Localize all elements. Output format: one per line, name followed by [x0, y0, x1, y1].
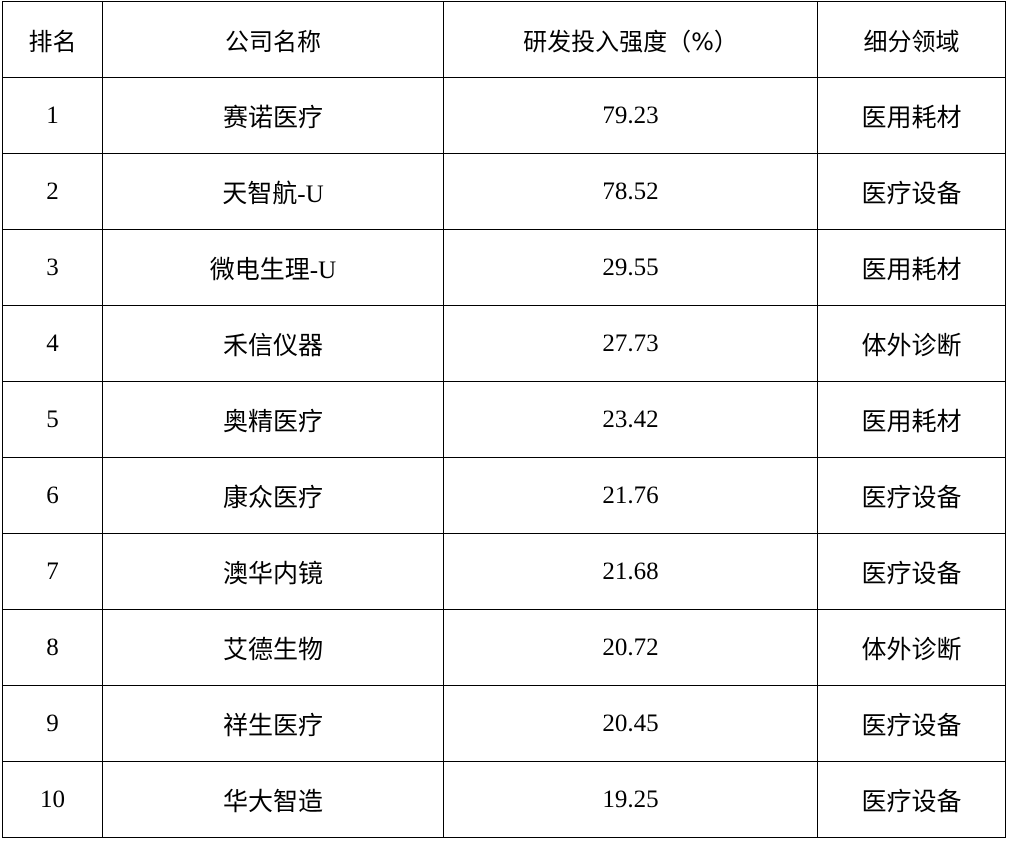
company-cell: 澳华内镜 — [102, 533, 444, 610]
segment-cell: 体外诊断 — [817, 609, 1006, 686]
rank-cell: 1 — [2, 77, 103, 154]
rank-cell: 2 — [2, 153, 103, 230]
rank-cell: 4 — [2, 305, 103, 382]
rd-intensity-cell: 21.68 — [443, 533, 818, 610]
table-row: 4 禾信仪器 27.73 体外诊断 — [2, 305, 1006, 382]
header-company: 公司名称 — [102, 1, 444, 78]
header-rank: 排名 — [2, 1, 103, 78]
company-cell: 艾德生物 — [102, 609, 444, 686]
segment-cell: 医用耗材 — [817, 381, 1006, 458]
company-cell: 祥生医疗 — [102, 685, 444, 762]
segment-cell: 医疗设备 — [817, 533, 1006, 610]
table-row: 10 华大智造 19.25 医疗设备 — [2, 761, 1006, 838]
segment-cell: 医疗设备 — [817, 685, 1006, 762]
table-row: 2 天智航-U 78.52 医疗设备 — [2, 153, 1006, 230]
segment-cell: 医用耗材 — [817, 229, 1006, 306]
rd-intensity-cell: 23.42 — [443, 381, 818, 458]
table-row: 8 艾德生物 20.72 体外诊断 — [2, 609, 1006, 686]
header-row: 排名 公司名称 研发投入强度（%） 细分领域 — [2, 1, 1006, 78]
company-cell: 禾信仪器 — [102, 305, 444, 382]
header-rd-intensity: 研发投入强度（%） — [443, 1, 818, 78]
rd-intensity-cell: 21.76 — [443, 457, 818, 534]
rank-cell: 9 — [2, 685, 103, 762]
company-cell: 微电生理-U — [102, 229, 444, 306]
rank-cell: 6 — [2, 457, 103, 534]
segment-cell: 医疗设备 — [817, 153, 1006, 230]
company-cell: 天智航-U — [102, 153, 444, 230]
rd-intensity-cell: 20.72 — [443, 609, 818, 686]
segment-cell: 体外诊断 — [817, 305, 1006, 382]
rank-cell: 5 — [2, 381, 103, 458]
rd-intensity-cell: 29.55 — [443, 229, 818, 306]
rd-intensity-cell: 27.73 — [443, 305, 818, 382]
company-cell: 华大智造 — [102, 761, 444, 838]
segment-cell: 医用耗材 — [817, 77, 1006, 154]
rank-cell: 10 — [2, 761, 103, 838]
header-segment: 细分领域 — [817, 1, 1006, 78]
rd-intensity-cell: 78.52 — [443, 153, 818, 230]
segment-cell: 医疗设备 — [817, 761, 1006, 838]
segment-cell: 医疗设备 — [817, 457, 1006, 534]
table-row: 6 康众医疗 21.76 医疗设备 — [2, 457, 1006, 534]
table-row: 5 奥精医疗 23.42 医用耗材 — [2, 381, 1006, 458]
company-cell: 奥精医疗 — [102, 381, 444, 458]
table-row: 9 祥生医疗 20.45 医疗设备 — [2, 685, 1006, 762]
table-row: 3 微电生理-U 29.55 医用耗材 — [2, 229, 1006, 306]
rd-intensity-cell: 19.25 — [443, 761, 818, 838]
table-row: 1 赛诺医疗 79.23 医用耗材 — [2, 77, 1006, 154]
rank-cell: 7 — [2, 533, 103, 610]
table-row: 7 澳华内镜 21.68 医疗设备 — [2, 533, 1006, 610]
rd-intensity-cell: 79.23 — [443, 77, 818, 154]
company-cell: 赛诺医疗 — [102, 77, 444, 154]
rank-cell: 3 — [2, 229, 103, 306]
rd-intensity-cell: 20.45 — [443, 685, 818, 762]
company-cell: 康众医疗 — [102, 457, 444, 534]
rank-cell: 8 — [2, 609, 103, 686]
